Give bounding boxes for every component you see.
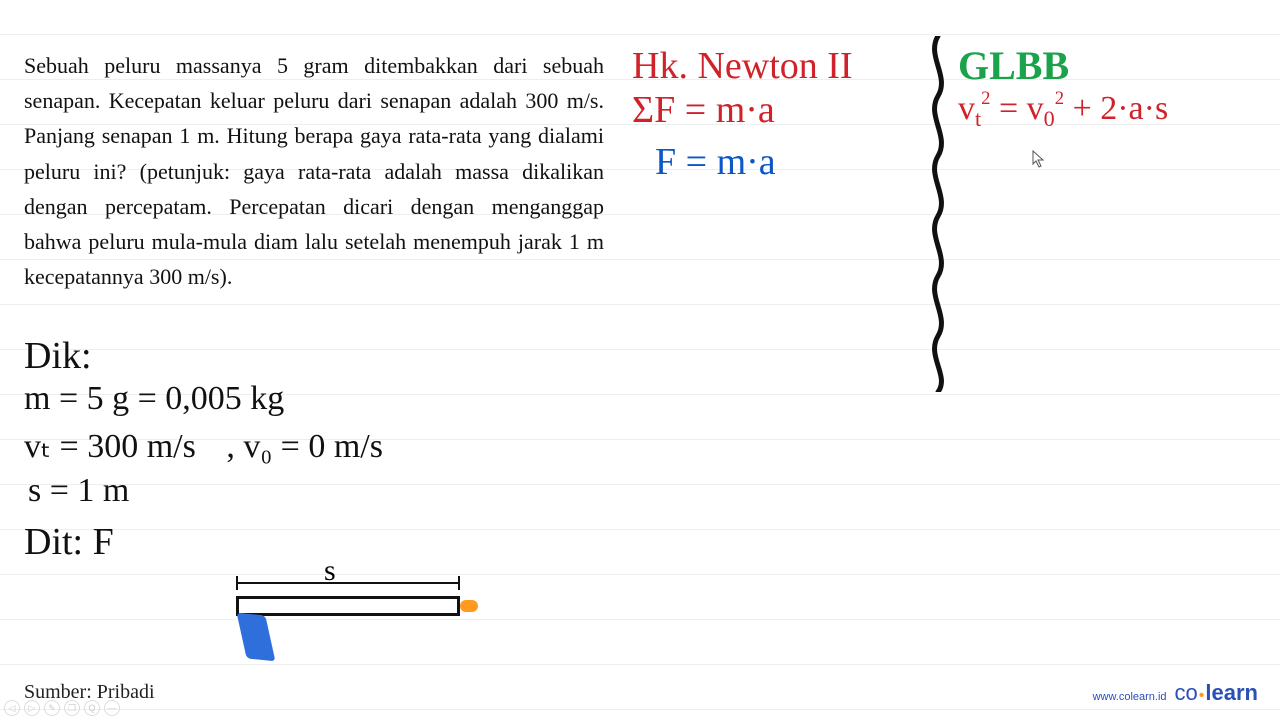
tool-zoom-icon[interactable]: Q [84,700,100,716]
tool-prev-icon[interactable]: ◁ [4,700,20,716]
glbb-tail: + 2·a·s [1064,90,1168,127]
tool-more-icon[interactable]: — [104,700,120,716]
tool-pen-icon[interactable]: ✎ [44,700,60,716]
brand-learn: learn [1205,680,1258,705]
glbb-v0-sub: 0 [1044,106,1055,131]
footer-url: www.colearn.id [1093,691,1167,703]
given-m: m = 5 g = 0,005 kg [24,380,284,418]
dit-label: Dit: F [24,520,114,564]
brand-co: co [1175,680,1198,705]
gun-barrel [236,596,460,616]
footer-brand: co•learn [1175,680,1258,706]
page-root: Sebuah peluru massanya 5 gram ditembakka… [0,0,1280,720]
gun-bracket-line [236,582,460,584]
given-vt-text: vₜ = 300 m/s [24,428,196,465]
gun-bracket-left-tick [236,576,238,590]
gun-bracket-right-tick [458,576,460,590]
dik-label: Dik: [24,334,92,378]
tool-next-icon[interactable]: ▷ [24,700,40,716]
given-vt: vₜ = 300 m/s , v₀ = 0 m/s [24,426,383,466]
gun-grip [237,613,276,662]
newton-eq2: F = m·a [655,140,776,184]
given-v0-text: , v₀ = 0 m/s [226,428,383,465]
gun-bullet [460,600,478,612]
cursor-icon [1032,150,1046,168]
footer-brand-block: www.colearn.id co•learn [1093,680,1258,706]
glbb-vt-sq: 2 [981,88,990,109]
tool-rect-icon[interactable]: ❐ [64,700,80,716]
glbb-vt-v: v [958,90,975,127]
gun-drawing: s [232,578,492,668]
problem-text: Sebuah peluru massanya 5 gram ditembakka… [24,48,604,294]
sigma-f: ΣF [632,89,675,131]
eq1-rhs: = m·a [675,89,775,131]
glbb-title: GLBB [958,42,1069,89]
newton-title: Hk. Newton II [632,44,853,88]
newton-eq1: ΣF = m·a [632,88,775,132]
given-s: s = 1 m [28,472,129,510]
glbb-v0-v: v [1027,90,1044,127]
glbb-equation: vt2 = v02 + 2·a·s [958,90,1168,128]
wavy-separator [918,36,958,392]
glbb-eq-sign: = [990,90,1026,127]
tool-circle-row: ◁ ▷ ✎ ❐ Q — [4,700,120,716]
glbb-v0-sq: 2 [1055,88,1064,109]
glbb-vt-sub: t [975,106,981,131]
